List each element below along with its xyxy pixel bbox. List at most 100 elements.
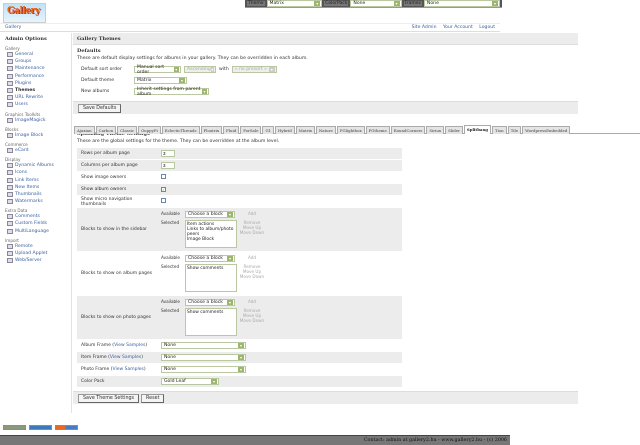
- item-frame-select[interactable]: None ▾: [161, 354, 246, 361]
- save-theme-settings-button[interactable]: Save Theme Settings: [78, 393, 140, 403]
- show-album-owners-checkbox[interactable]: ✓: [161, 186, 166, 192]
- move-down-button[interactable]: Move Down: [239, 318, 265, 323]
- remove-button[interactable]: Remove: [243, 264, 261, 269]
- move-down-button[interactable]: Move Down: [239, 274, 265, 279]
- album-blocks-available-select[interactable]: Choose a block ▾: [185, 255, 235, 262]
- remove-button[interactable]: Remove: [243, 220, 261, 225]
- sidebar-item-themes[interactable]: Themes: [5, 87, 66, 94]
- sidebar-item-icons[interactable]: Icons: [5, 169, 66, 176]
- sidebar-item-general[interactable]: General: [5, 51, 66, 58]
- selected-block-item[interactable]: Item actions: [187, 222, 215, 227]
- sidebar-item-imagemagick[interactable]: ImageMagick: [5, 117, 66, 124]
- new-albums-select[interactable]: Inherit settings from parent album ▾: [134, 87, 209, 97]
- theme-select[interactable]: Matrix ▾: [266, 0, 323, 7]
- add-button[interactable]: Add: [247, 299, 257, 304]
- tab-g-[interactable]: G1: [262, 126, 275, 134]
- sidebar-item-new-items[interactable]: New Items: [5, 184, 66, 191]
- frames-select[interactable]: None ▾: [423, 0, 500, 7]
- sidebar-item-dynamic-albums[interactable]: Dynamic Albums: [5, 162, 66, 169]
- album-blocks-selected-list[interactable]: Show comments: [185, 264, 237, 292]
- micro-nav-checkbox[interactable]: [161, 198, 166, 203]
- sidebar-item-remote[interactable]: Remote: [5, 243, 66, 250]
- tab-pgtheme[interactable]: PGtheme: [365, 126, 390, 134]
- reset-button[interactable]: Reset: [141, 393, 165, 403]
- sidebar-item-url-rewrite[interactable]: URL Rewrite: [5, 94, 66, 101]
- color-pack-select[interactable]: Gold Leaf ▾: [161, 378, 219, 385]
- sidebar-item-groups[interactable]: Groups: [5, 58, 66, 65]
- sidebar-item-custom-fields[interactable]: Custom Fields: [5, 220, 66, 227]
- sidebar-item-image-block[interactable]: Image Block: [5, 132, 66, 139]
- selected-label: Selected: [161, 220, 180, 225]
- move-up-button[interactable]: Move Up: [242, 313, 262, 318]
- view-samples-link[interactable]: View Samples: [109, 355, 142, 360]
- move-down-button[interactable]: Move Down: [239, 230, 265, 235]
- sidebar-item-ecard[interactable]: eCard: [5, 147, 66, 154]
- sidebar-group-label: Display: [5, 157, 21, 163]
- photo-blocks-available-select[interactable]: Choose a block ▾: [185, 299, 235, 306]
- rows-per-page-input[interactable]: [161, 150, 175, 157]
- tab-guppypi[interactable]: GuppyPi: [138, 126, 161, 134]
- sidebar-item-plugins[interactable]: Plugins: [5, 80, 66, 87]
- sidebar-item-comments[interactable]: Comments: [5, 213, 66, 220]
- breadcrumb-gallery[interactable]: Gallery: [5, 25, 22, 30]
- tab-tile[interactable]: Tile: [507, 126, 522, 134]
- tab-slider[interactable]: Slider: [445, 126, 463, 134]
- tab-classic[interactable]: Classic: [117, 126, 138, 134]
- view-samples-link[interactable]: View Samples: [112, 367, 144, 372]
- album-frame-select[interactable]: None ▾: [161, 342, 246, 349]
- view-samples-link[interactable]: View Samples: [114, 343, 146, 348]
- photo-frame-select[interactable]: None ▾: [161, 366, 246, 373]
- logout-link[interactable]: Logout: [479, 25, 495, 30]
- validator-badge[interactable]: [3, 425, 26, 430]
- gallery-logo[interactable]: Gallery: [3, 3, 46, 23]
- tab-tion[interactable]: Tion: [492, 126, 507, 134]
- sort-order-select[interactable]: Manual sort order ▾: [134, 65, 181, 75]
- sidebar-item-thumbnails[interactable]: Thumbnails: [5, 191, 66, 198]
- tab-matrix[interactable]: Matrix: [295, 126, 315, 134]
- sidebar-item-link-items[interactable]: Link Items: [5, 176, 66, 183]
- sidebar-item-multilanguage[interactable]: MultiLanguage: [5, 228, 66, 235]
- remove-button[interactable]: Remove: [243, 308, 261, 313]
- show-image-owners-checkbox[interactable]: [161, 174, 166, 179]
- selected-block-item[interactable]: Show comments: [187, 266, 224, 271]
- sidebar-item-performance[interactable]: Performance: [5, 73, 66, 80]
- tab-carbon[interactable]: Carbon: [95, 126, 117, 134]
- sidebar-blocks-available-select[interactable]: Choose a block ▾: [185, 211, 235, 218]
- selected-block-item[interactable]: Image Block: [187, 237, 215, 242]
- sidebar-item-web-server[interactable]: Web/Server: [5, 257, 66, 264]
- sidebar-blocks-selected-list[interactable]: Item actions Links to album/photo peers Im…: [185, 220, 237, 248]
- tab-eclecticthreads[interactable]: EclecticThreads: [161, 126, 200, 134]
- selected-block-item[interactable]: Links to album/photo peers: [187, 227, 234, 237]
- site-admin-link[interactable]: Site Admin: [411, 25, 437, 30]
- tab-fluid[interactable]: Fluid: [223, 126, 240, 134]
- tab-splitbang[interactable]: Splitbang: [463, 125, 491, 134]
- sidebar-item-upload-applet[interactable]: Upload Applet: [5, 250, 66, 257]
- sort-direction-select[interactable]: Ascending ▾: [184, 66, 216, 73]
- tab-roundcorners[interactable]: RoundCorners: [390, 126, 426, 134]
- tab-ajaxian[interactable]: Ajaxian: [74, 126, 95, 134]
- sidebar-item-watermarks[interactable]: Watermarks: [5, 198, 66, 205]
- add-button[interactable]: Add: [247, 211, 257, 216]
- tab-floatrix[interactable]: Floatrix: [200, 126, 223, 134]
- tab-forsale[interactable]: ForSale: [240, 126, 262, 134]
- photo-blocks-selected-list[interactable]: Show comments: [185, 308, 237, 336]
- sidebar-item-users[interactable]: Users: [5, 101, 66, 108]
- columns-per-page-input[interactable]: [161, 162, 175, 169]
- gallery-badge[interactable]: [29, 425, 52, 430]
- tab-wordpressembedded[interactable]: WordpressEmbedded: [522, 126, 571, 134]
- move-up-button[interactable]: Move Up: [242, 269, 262, 274]
- help-gallery-badge[interactable]: [55, 425, 78, 430]
- save-defaults-button[interactable]: Save Defaults: [78, 103, 122, 113]
- tab-hybrid[interactable]: Hybrid: [275, 126, 295, 134]
- tab-pglightbox[interactable]: PGlightbox: [336, 126, 365, 134]
- tab-siriux[interactable]: Siriux: [426, 126, 445, 134]
- presort-select[interactable]: « no presort » ▾: [231, 66, 277, 73]
- colorpack-select[interactable]: None ▾: [350, 0, 402, 7]
- sidebar-item-maintenance[interactable]: Maintenance: [5, 65, 66, 72]
- default-theme-select[interactable]: Matrix ▾: [134, 77, 187, 84]
- tab-nature[interactable]: Nature: [315, 126, 336, 134]
- add-button[interactable]: Add: [247, 255, 257, 260]
- move-up-button[interactable]: Move Up: [242, 225, 262, 230]
- your-account-link[interactable]: Your Account: [442, 25, 473, 30]
- selected-block-item[interactable]: Show comments: [187, 310, 224, 315]
